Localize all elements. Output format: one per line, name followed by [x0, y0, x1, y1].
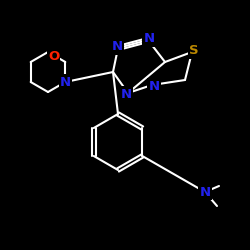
Text: S: S — [189, 44, 199, 58]
Text: N: N — [60, 76, 71, 88]
Text: O: O — [48, 50, 59, 62]
Text: N: N — [148, 80, 160, 92]
Text: N: N — [112, 40, 122, 54]
Text: N: N — [144, 32, 154, 46]
Text: N: N — [200, 186, 210, 198]
Text: N: N — [120, 88, 132, 101]
